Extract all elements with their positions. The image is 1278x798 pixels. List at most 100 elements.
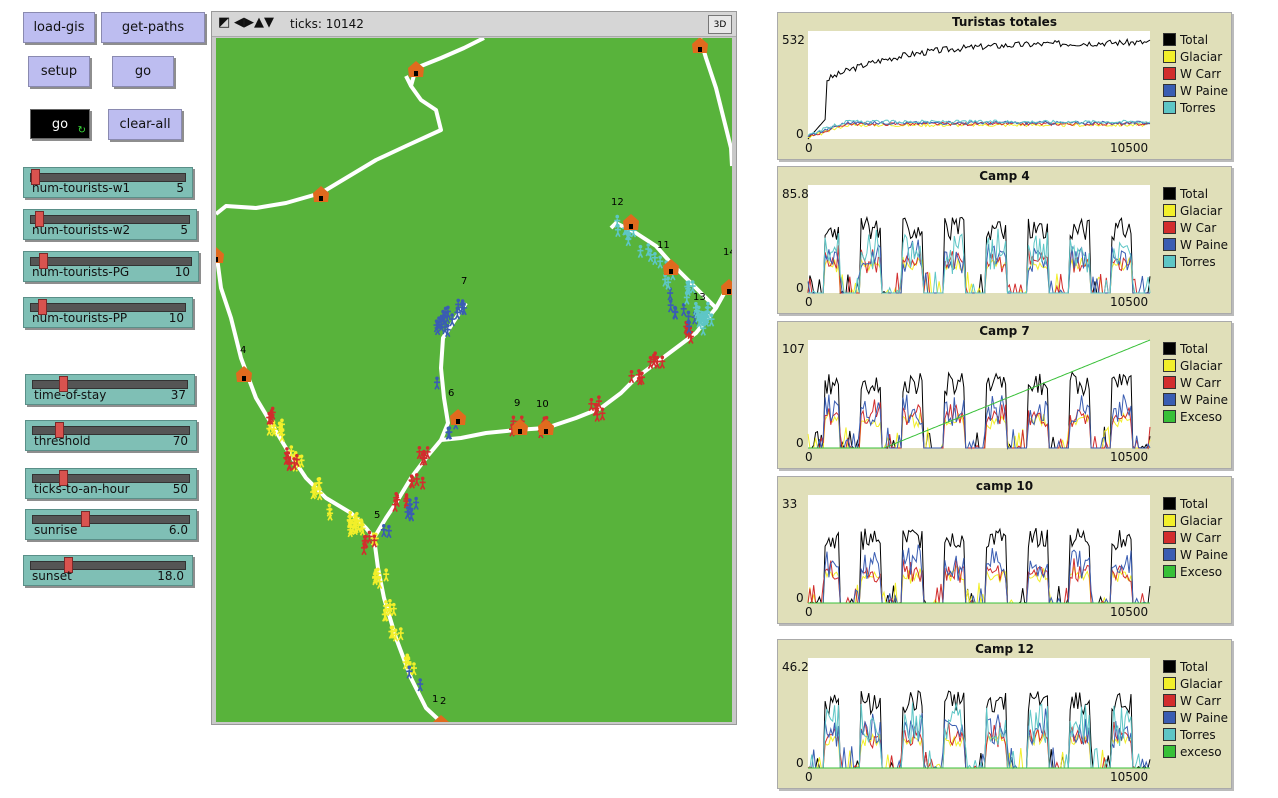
slider-handle[interactable] xyxy=(81,511,91,527)
slider-num-tourists-w1[interactable]: num-tourists-w1 5 xyxy=(23,167,193,198)
camp-labels: 12456791011121314 xyxy=(240,197,732,707)
tourist-icon xyxy=(599,407,606,421)
arrows-vertical-icon[interactable]: ▲▼ xyxy=(254,15,274,30)
legend-label: W Paine xyxy=(1180,392,1229,407)
slider-track[interactable] xyxy=(32,474,190,483)
arrows-horizontal-icon[interactable]: ◀▶ xyxy=(234,15,254,30)
slider-num-tourists-PG[interactable]: num-tourists-PG 10 xyxy=(23,251,199,282)
slider-handle[interactable] xyxy=(35,211,45,227)
slider-time-of-stay[interactable]: time-of-stay 37 xyxy=(25,374,195,405)
legend-entry: exceso xyxy=(1163,743,1228,760)
tourist-icon xyxy=(417,678,424,692)
slider-track[interactable] xyxy=(30,303,186,312)
slider-value: 5 xyxy=(176,181,184,195)
tourist-icon xyxy=(269,406,276,420)
hut-icon xyxy=(538,419,554,435)
slider-sunrise[interactable]: sunrise 6.0 xyxy=(25,509,197,540)
legend-swatch xyxy=(1163,67,1176,80)
slider-threshold[interactable]: threshold 70 xyxy=(25,420,197,451)
legend-entry: W Paine xyxy=(1163,546,1228,563)
x-max-label: 10500 xyxy=(1110,450,1149,464)
plot-title: Camp 4 xyxy=(979,169,1030,183)
tourist-icon xyxy=(382,600,389,614)
tourist-icon xyxy=(271,423,278,437)
legend-label: Glaciar xyxy=(1180,358,1223,373)
legend-label: Total xyxy=(1180,496,1209,511)
x-max-label: 10500 xyxy=(1110,295,1149,309)
camp-label: 5 xyxy=(374,510,380,521)
world-view: ◩ ◀▶ ▲▼ ticks: 10142 3D 1 2 4 5 6 7 9 10 11 12 13 1… xyxy=(211,11,737,725)
slider-value: 18.0 xyxy=(157,569,184,583)
slider-handle[interactable] xyxy=(54,422,64,438)
plot-camp-7: Camp 7 107 0 0 10500 Total Glaciar W Carr W Pain… xyxy=(777,321,1232,469)
slider-handle[interactable] xyxy=(64,557,73,573)
tourist-icon xyxy=(614,223,621,238)
slider-ticks-to-an-hour[interactable]: ticks-to-an-hour 50 xyxy=(25,468,197,499)
legend-entry: W Carr xyxy=(1163,65,1228,82)
slider-track[interactable] xyxy=(30,215,190,224)
tourist-icon xyxy=(708,313,715,327)
slider-track[interactable] xyxy=(30,257,192,266)
shape-icon[interactable]: ◩ xyxy=(218,15,231,30)
tourist-icon xyxy=(371,534,378,548)
slider-track[interactable] xyxy=(32,426,190,435)
legend-entry: Glaciar xyxy=(1163,48,1228,65)
legend-entry: Total xyxy=(1163,495,1228,512)
plot-canvas xyxy=(807,185,1151,295)
slider-handle[interactable] xyxy=(38,299,48,315)
slider-handle[interactable] xyxy=(38,253,48,269)
y-min-label: 0 xyxy=(796,591,804,605)
legend-label: W Paine xyxy=(1180,547,1229,562)
legend-label: Total xyxy=(1180,659,1209,674)
hut-icon xyxy=(663,259,679,275)
legend-label: W Carr xyxy=(1180,530,1222,545)
camp-label: 12 xyxy=(611,197,624,208)
legend-swatch xyxy=(1163,101,1176,114)
legend-label: Exceso xyxy=(1180,564,1223,579)
tourist-icon xyxy=(433,319,440,333)
setup-button[interactable]: setup xyxy=(28,56,90,87)
go-button[interactable]: go xyxy=(112,56,174,87)
view-toolbar: ◩ ◀▶ ▲▼ ticks: 10142 3D xyxy=(212,12,736,37)
legend-entry: Torres xyxy=(1163,253,1228,270)
x-min-label: 0 xyxy=(805,605,813,619)
tourist-icon xyxy=(413,496,420,510)
legend-swatch xyxy=(1163,677,1176,690)
slider-track[interactable] xyxy=(32,380,188,389)
forever-icon: ↻ xyxy=(77,125,86,136)
slider-sunset[interactable]: sunset 18.0 xyxy=(23,555,193,586)
slider-handle[interactable] xyxy=(59,470,69,486)
3d-button[interactable]: 3D xyxy=(708,15,732,34)
legend-swatch xyxy=(1163,187,1176,200)
tourist-icon xyxy=(298,454,305,468)
tourist-icon xyxy=(446,426,453,440)
tourist-icon xyxy=(386,598,393,613)
plot-legend: Total Glaciar W Carr W Paine Exceso xyxy=(1163,340,1228,425)
legend-entry: W Car xyxy=(1163,219,1228,236)
legend-entry: Total xyxy=(1163,185,1228,202)
go-forever-button[interactable]: go ↻ xyxy=(30,109,90,139)
tourist-icon xyxy=(416,446,423,460)
hut-icon xyxy=(216,247,224,263)
slider-value: 6.0 xyxy=(168,523,188,537)
tourist-icon xyxy=(637,244,644,258)
slider-track[interactable] xyxy=(32,515,190,524)
tourist-icon xyxy=(293,453,300,468)
world-map[interactable]: 12456791011121314 xyxy=(216,38,732,722)
slider-track[interactable] xyxy=(30,173,186,182)
slider-num-tourists-PP[interactable]: num-tourists-PP 10 xyxy=(23,297,193,328)
get-paths-button[interactable]: get-paths xyxy=(101,12,205,43)
tourist-icon xyxy=(614,214,621,228)
clear-all-button[interactable]: clear-all xyxy=(108,109,182,140)
load-gis-button[interactable]: load-gis xyxy=(23,12,95,43)
legend-entry: Glaciar xyxy=(1163,512,1228,529)
series-line-exceso xyxy=(808,339,1151,449)
slider-track[interactable] xyxy=(30,561,186,570)
x-min-label: 0 xyxy=(805,770,813,784)
slider-handle[interactable] xyxy=(30,169,40,185)
x-max-label: 10500 xyxy=(1110,141,1149,155)
slider-num-tourists-w2[interactable]: num-tourists-w2 5 xyxy=(23,209,197,240)
slider-handle[interactable] xyxy=(58,376,68,392)
camp-label: 11 xyxy=(657,240,670,251)
tourist-icon xyxy=(671,305,678,319)
